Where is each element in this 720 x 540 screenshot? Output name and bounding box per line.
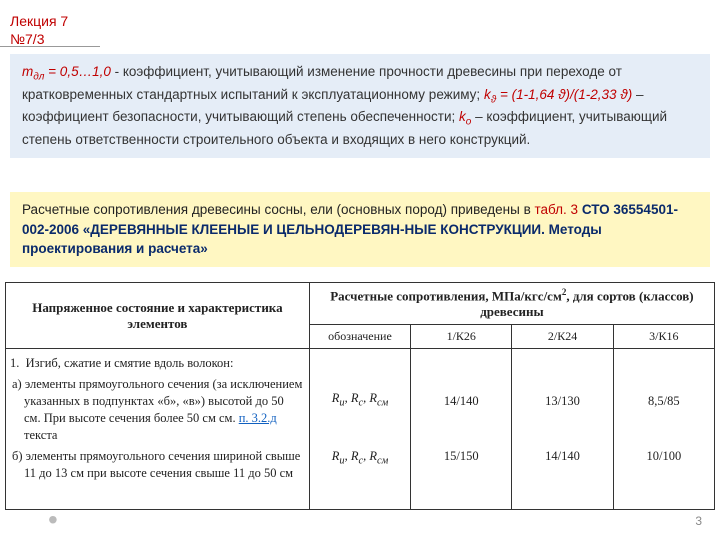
subheader-1k26: 1/К26 (411, 325, 512, 349)
row1-val-2k24: 13/130 14/140 (512, 349, 613, 510)
table-header-right: Расчетные сопротивления, МПа/кгс/см2, дл… (309, 283, 714, 325)
source-reference-block: Расчетные сопротивления древесины сосны,… (10, 192, 710, 267)
k-theta-symbol: kϑ = (1-1,64 ϑ)/(1-2,33 ϑ) (484, 87, 632, 102)
row1-val-3k16: 8,5/85 10/100 (613, 349, 714, 510)
lecture-divider (0, 46, 100, 47)
k-o-symbol: kо (459, 109, 471, 124)
subheader-2k24: 2/К24 (512, 325, 613, 349)
row1-item-b: б) элементы прямоугольного сечения ширин… (12, 448, 303, 482)
strength-table: Напряженное состояние и характеристика э… (5, 282, 715, 510)
page-number: 3 (695, 514, 702, 528)
lecture-line1: Лекция 7 (10, 12, 90, 30)
row1-item-a: а) элементы прямоугольного сечения (за и… (12, 376, 303, 444)
subheader-designation: обозначение (309, 325, 410, 349)
row1-description: 1. Изгиб, сжатие и смятие вдоль волокон:… (6, 349, 310, 510)
coefficients-block: mдл = 0,5…1,0 - коэффициент, учитывающий… (10, 54, 710, 158)
row1-val-1k26: 14/140 15/150 (411, 349, 512, 510)
src-table-ref: табл. 3 (535, 202, 579, 217)
src-text-1: Расчетные сопротивления древесины сосны,… (22, 202, 535, 217)
subheader-3k16: 3/К16 (613, 325, 714, 349)
m-dl-symbol: mдл = 0,5…1,0 (22, 64, 111, 79)
row1-designation: Rи, Rс, Rсм Rи, Rс, Rсм (309, 349, 410, 510)
table-header-left: Напряженное состояние и характеристика э… (6, 283, 310, 349)
row1-title: 1. Изгиб, сжатие и смятие вдоль волокон: (10, 355, 303, 372)
link-p32d[interactable]: п. 3.2.д (239, 411, 277, 425)
